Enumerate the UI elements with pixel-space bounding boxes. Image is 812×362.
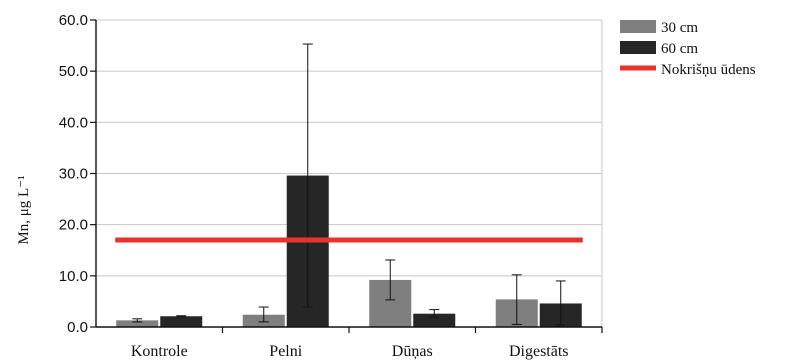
y-tick-label: 10.0 xyxy=(59,268,88,285)
bars xyxy=(116,175,582,327)
legend: 30 cm 60 cm Nokrišņu ūdens xyxy=(620,20,756,78)
axes xyxy=(95,19,603,333)
legend-label: Nokrišņu ūdens xyxy=(661,62,756,78)
y-tick-label: 30.0 xyxy=(59,166,88,183)
y-tick-label: 50.0 xyxy=(59,63,88,80)
y-tick-label: 20.0 xyxy=(59,217,88,234)
bar xyxy=(116,320,159,327)
y-tick-label: 0.0 xyxy=(67,319,88,336)
x-category-label: Digestāts xyxy=(509,343,569,360)
y-axis-title: Mn, μg L⁻¹ xyxy=(16,175,32,244)
y-tick-label: 60.0 xyxy=(59,12,88,29)
y-tick-label: 40.0 xyxy=(59,114,88,131)
x-category-label: Pelni xyxy=(269,343,302,360)
legend-swatch xyxy=(620,41,656,54)
bar xyxy=(160,316,203,327)
x-category-labels: Kontrole Pelni Dūņas Digestāts xyxy=(131,343,569,360)
y-tick-labels: 0.0 10.0 20.0 30.0 40.0 50.0 60.0 xyxy=(59,12,88,336)
bar xyxy=(413,313,456,327)
grid-lines xyxy=(90,19,602,328)
legend-label: 30 cm xyxy=(661,20,698,36)
legend-swatch xyxy=(620,20,656,33)
legend-label: 60 cm xyxy=(661,41,698,57)
error-bars xyxy=(132,43,566,326)
x-category-label: Dūņas xyxy=(392,343,433,360)
x-category-label: Kontrole xyxy=(131,343,188,360)
